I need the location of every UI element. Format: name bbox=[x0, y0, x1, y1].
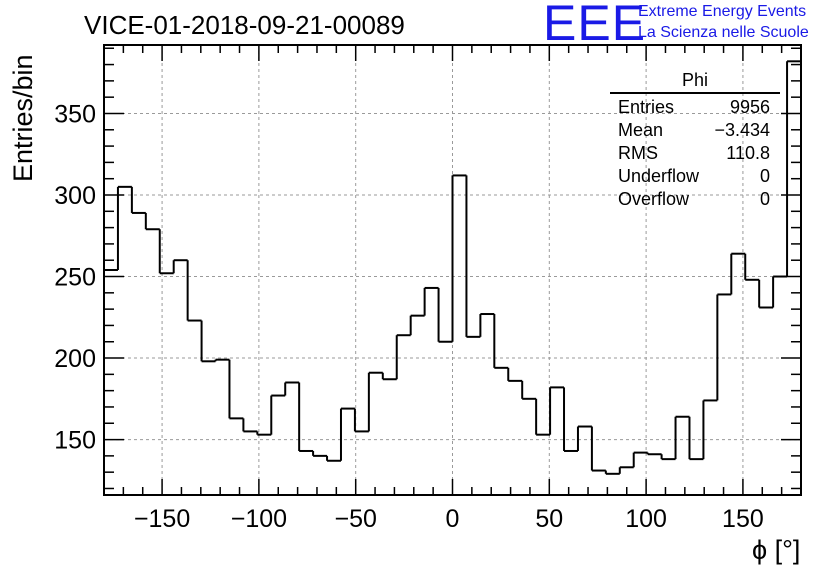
y-tick-label: 200 bbox=[54, 345, 96, 373]
stats-value: −3.434 bbox=[714, 120, 770, 140]
logo-line-1: Extreme Energy Events bbox=[638, 3, 807, 20]
logo-line-2: La Scienza nelle Scuole bbox=[638, 24, 809, 41]
x-tick-label: 50 bbox=[535, 505, 563, 533]
stats-box: Phi Entries 9956 Mean −3.434 RMS 110.8 Unde… bbox=[610, 70, 780, 211]
x-tick-label: 150 bbox=[722, 505, 764, 533]
y-tick-label: 150 bbox=[54, 427, 96, 455]
stats-title: Phi bbox=[610, 70, 780, 94]
y-tick-label: 250 bbox=[54, 264, 96, 292]
y-tick-label: 300 bbox=[54, 182, 96, 210]
stats-label: Underflow bbox=[618, 166, 700, 186]
stats-label: RMS bbox=[618, 143, 658, 163]
x-tick-label: −150 bbox=[134, 505, 190, 533]
y-axis-label: Entries/bin bbox=[8, 54, 38, 182]
x-tick-label: 100 bbox=[625, 505, 667, 533]
stats-row-overflow: Overflow 0 bbox=[610, 188, 780, 211]
chart-title: VICE-01-2018-09-21-00089 bbox=[84, 10, 405, 40]
eee-logo: EEE bbox=[543, 0, 647, 51]
y-tick-label: 350 bbox=[54, 100, 96, 128]
stats-value: 110.8 bbox=[726, 143, 770, 163]
stats-label: Overflow bbox=[618, 189, 690, 209]
stats-row-rms: RMS 110.8 bbox=[610, 142, 780, 165]
stats-row-mean: Mean −3.434 bbox=[610, 119, 780, 142]
stats-value: 9956 bbox=[729, 97, 770, 117]
x-tick-label: 0 bbox=[446, 505, 460, 533]
stats-row-entries: Entries 9956 bbox=[610, 96, 780, 119]
stats-label: Entries bbox=[618, 97, 675, 117]
stats-row-underflow: Underflow 0 bbox=[610, 165, 780, 188]
x-axis-label: ϕ [°] bbox=[752, 535, 801, 565]
plot-frame bbox=[103, 44, 802, 496]
stats-value: 0 bbox=[759, 189, 770, 209]
x-tick-label: −50 bbox=[334, 505, 376, 533]
stats-value: 0 bbox=[759, 166, 770, 186]
x-tick-label: −100 bbox=[231, 505, 287, 533]
stats-label: Mean bbox=[618, 120, 664, 140]
